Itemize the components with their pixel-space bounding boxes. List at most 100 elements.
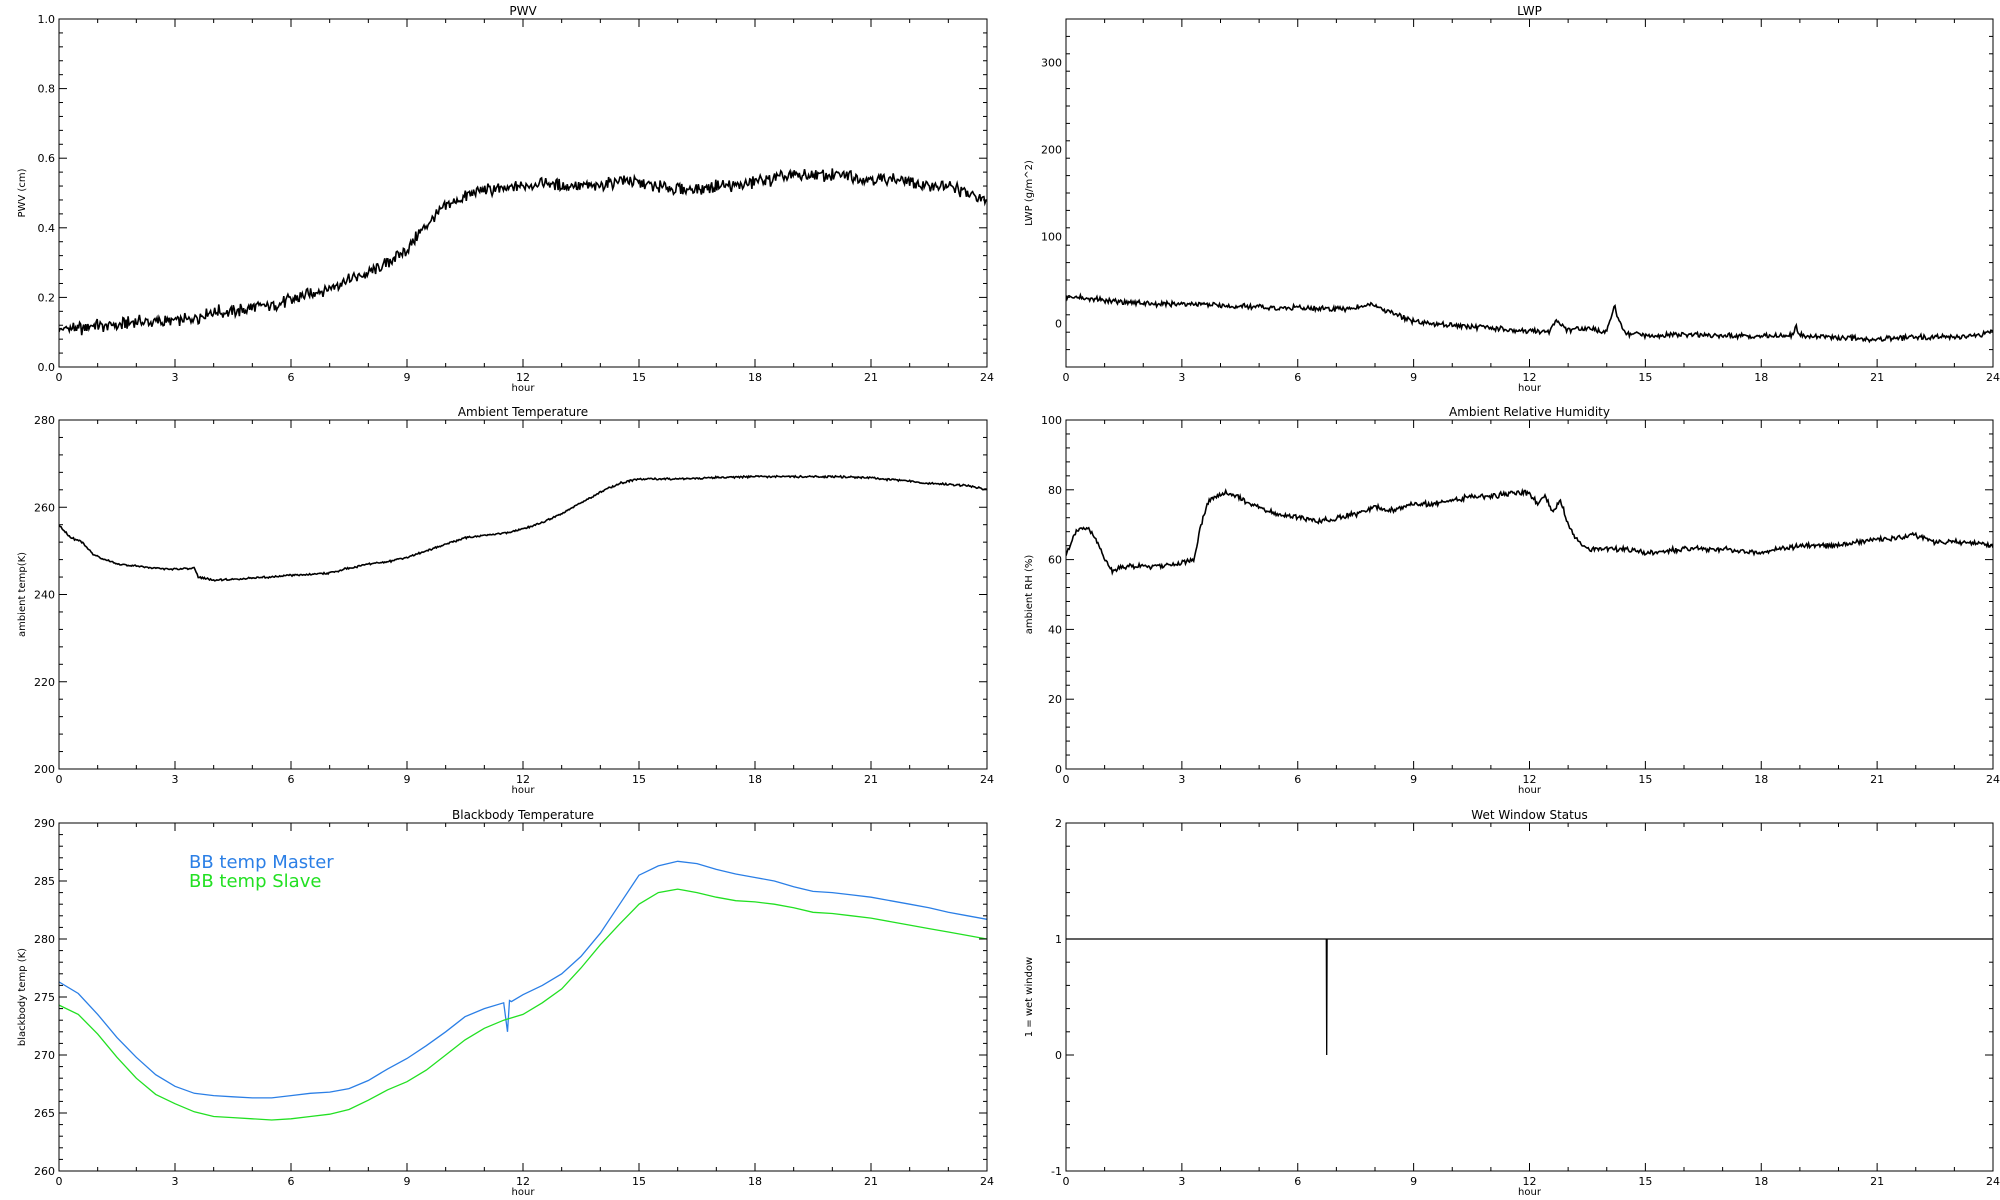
chart-title: Blackbody Temperature (452, 808, 594, 822)
y-tick-label: 0.0 (38, 361, 56, 374)
x-tick-label: 15 (1638, 371, 1652, 384)
x-tick-label: 0 (56, 371, 63, 384)
x-tick-label: 24 (1986, 1175, 2000, 1188)
y-tick-label: 0.6 (38, 152, 56, 165)
y-axis-label: PWV (cm) (17, 168, 28, 217)
y-axis-label: 1 = wet window (1024, 957, 1035, 1037)
plot-frame (1065, 419, 1994, 770)
chart-ambient-rh: Ambient Relative Humidity 0 3 6 9 12 15 18 21 24 h… (1024, 405, 2000, 796)
x-axis-label: hour (512, 383, 536, 394)
x-tick-label: 0 (1063, 371, 1070, 384)
y-tick-label: 0 (1055, 1049, 1062, 1062)
plot-frame (1065, 18, 1994, 368)
y-tick-label: 280 (34, 414, 55, 427)
x-tick-label: 3 (172, 371, 179, 384)
x-tick-label: 0 (56, 773, 63, 786)
x-tick-label: 21 (864, 773, 878, 786)
y-tick-label: 0.4 (38, 222, 56, 235)
x-tick-label: 9 (404, 1175, 411, 1188)
chart-title: PWV (509, 4, 537, 18)
x-tick-label: 0 (56, 1175, 63, 1188)
chart-ambient-temp: Ambient Temperature 0 3 6 9 12 15 18 21 24 hour 200… (17, 405, 994, 796)
x-axis-label: hour (1518, 785, 1542, 796)
x-tick-label: 9 (404, 773, 411, 786)
chart-title: Ambient Temperature (458, 405, 588, 419)
x-tick-label: 15 (632, 1175, 646, 1188)
x-tick-label: 6 (1294, 371, 1301, 384)
y-tick-label: 0.8 (38, 83, 56, 96)
y-axis-label: blackbody temp (K) (17, 948, 28, 1046)
x-tick-label: 12 (1523, 1175, 1537, 1188)
y-tick-label: 280 (34, 933, 55, 946)
series-line-1 (1066, 938, 1993, 1056)
y-tick-label: 2 (1055, 817, 1062, 830)
x-axis-label: hour (512, 785, 536, 796)
series-line-1 (59, 860, 987, 1099)
y-tick-label: 100 (1041, 231, 1062, 244)
y-tick-label: 290 (34, 817, 55, 830)
x-tick-label: 6 (1294, 1175, 1301, 1188)
y-axis-label: ambient temp(K) (17, 552, 28, 637)
x-tick-label: 15 (632, 773, 646, 786)
y-tick-label: -1 (1051, 1165, 1062, 1178)
x-tick-label: 21 (1870, 773, 1884, 786)
x-tick-label: 18 (1754, 1175, 1768, 1188)
y-tick-label: 0.2 (38, 291, 56, 304)
chart-lwp: LWP 0 3 6 9 12 15 18 21 24 hour 0 100 200 300 LWP (g/m^… (1024, 4, 2000, 394)
x-tick-label: 3 (172, 1175, 179, 1188)
x-tick-label: 12 (1523, 371, 1537, 384)
x-tick-label: 9 (1410, 773, 1417, 786)
x-tick-label: 12 (1523, 773, 1537, 786)
y-tick-label: 275 (34, 991, 55, 1004)
plot-frame (58, 18, 988, 368)
y-tick-label: 1.0 (38, 13, 56, 26)
x-tick-label: 24 (980, 1175, 994, 1188)
x-axis-label: hour (1518, 1187, 1542, 1198)
x-tick-label: 21 (864, 1175, 878, 1188)
x-tick-label: 0 (1063, 1175, 1070, 1188)
series-line-1 (1066, 292, 1993, 344)
y-axis-label: LWP (g/m^2) (1024, 160, 1035, 226)
y-tick-label: 0 (1055, 318, 1062, 331)
y-tick-label: 200 (1041, 144, 1062, 157)
x-tick-label: 15 (632, 371, 646, 384)
x-tick-label: 12 (516, 371, 530, 384)
y-tick-label: 100 (1041, 414, 1062, 427)
legend-entry: BB temp Slave (189, 871, 321, 892)
chart-pwv: PWV 0 3 6 9 12 15 18 21 24 hour 0.0 0.2 0.4 0.6 0.8 1.0 P… (17, 4, 994, 394)
chart-title: Wet Window Status (1471, 808, 1587, 822)
x-tick-label: 3 (1178, 1175, 1185, 1188)
y-tick-label: 240 (34, 589, 55, 602)
x-tick-label: 9 (1410, 371, 1417, 384)
x-tick-label: 0 (1063, 773, 1070, 786)
x-tick-label: 3 (1178, 773, 1185, 786)
y-tick-label: 40 (1048, 623, 1062, 636)
chart-title: LWP (1517, 4, 1542, 18)
y-tick-label: 300 (1041, 57, 1062, 70)
x-tick-label: 6 (288, 1175, 295, 1188)
x-tick-label: 3 (1178, 371, 1185, 384)
y-axis-label: ambient RH (%) (1024, 555, 1035, 635)
x-axis-label: hour (512, 1187, 536, 1198)
y-tick-label: 285 (34, 875, 55, 888)
y-tick-label: 260 (34, 1165, 55, 1178)
x-tick-label: 24 (1986, 773, 2000, 786)
x-tick-label: 21 (1870, 371, 1884, 384)
x-tick-label: 21 (864, 371, 878, 384)
x-tick-label: 9 (1410, 1175, 1417, 1188)
series-line-1 (59, 168, 987, 336)
y-tick-label: 0 (1055, 763, 1062, 776)
y-tick-label: 1 (1055, 933, 1062, 946)
y-tick-label: 220 (34, 676, 55, 689)
x-tick-label: 12 (516, 773, 530, 786)
series-line-2 (59, 888, 987, 1121)
x-tick-label: 12 (516, 1175, 530, 1188)
legend-entry: BB temp Master (189, 852, 334, 873)
x-tick-label: 3 (172, 773, 179, 786)
x-tick-label: 21 (1870, 1175, 1884, 1188)
y-tick-label: 60 (1048, 554, 1062, 567)
x-tick-label: 15 (1638, 1175, 1652, 1188)
x-tick-label: 6 (288, 773, 295, 786)
